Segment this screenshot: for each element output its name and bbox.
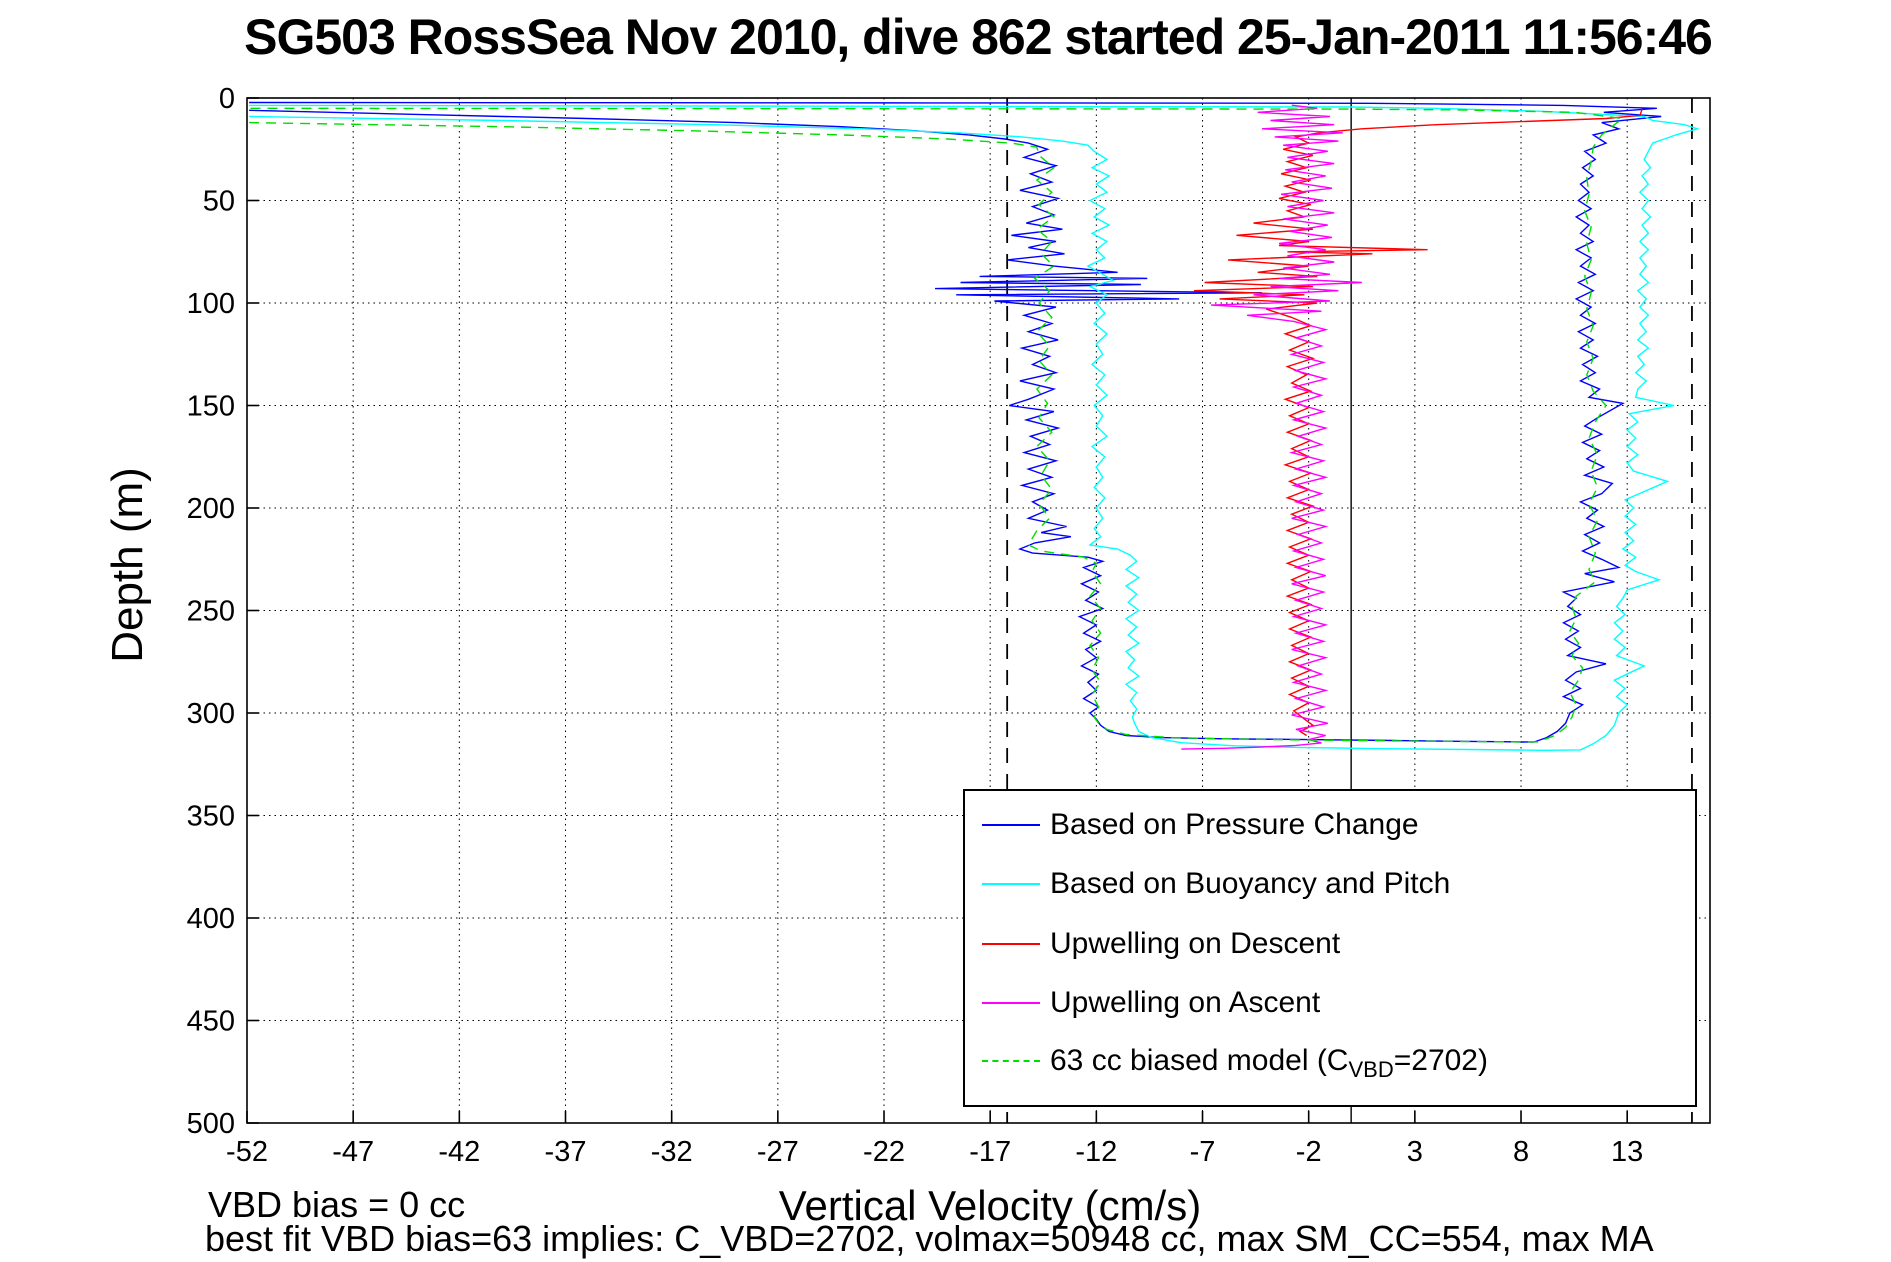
legend-label: Upwelling on Descent (1050, 927, 1341, 960)
x-tick-label: -32 (651, 1136, 693, 1168)
y-tick-label: 300 (187, 698, 235, 730)
legend-entry-0: Based on Pressure Change (965, 805, 1695, 845)
legend-label: 63 cc biased model (CVBD=2702) (1050, 1044, 1488, 1082)
x-tick-label: -47 (332, 1136, 374, 1168)
series-3-curve (1181, 104, 1362, 750)
x-axis-label: Vertical Velocity (cm/s) (778, 1182, 1202, 1229)
x-tick-label: -17 (969, 1136, 1011, 1168)
legend-line-sample (982, 1002, 1040, 1004)
y-tick-label: 500 (187, 1108, 235, 1140)
legend-entry-4: 63 cc biased model (CVBD=2702) (965, 1041, 1695, 1082)
series-0-curve (249, 101, 1662, 743)
legend-entry-3: Upwelling on Ascent (965, 983, 1695, 1023)
legend-label: Based on Pressure Change (1050, 808, 1419, 841)
x-tick-label: -22 (863, 1136, 905, 1168)
x-tick-label: -27 (757, 1136, 799, 1168)
y-tick-label: 400 (187, 903, 235, 935)
legend-line-sample (982, 883, 1040, 885)
best-fit-annotation: best fit VBD bias=63 implies: C_VBD=2702… (205, 1218, 1654, 1259)
legend-box: Based on Pressure Change Based on Buoyanc… (963, 789, 1697, 1107)
legend-entry-2: Upwelling on Descent (965, 924, 1695, 964)
series-4-curve (249, 107, 1625, 743)
x-tick-label: -42 (438, 1136, 480, 1168)
x-tick-label: -12 (1075, 1136, 1117, 1168)
y-tick-label: 150 (187, 391, 235, 423)
legend-line-sample (982, 824, 1040, 826)
x-tick-label: 13 (1611, 1136, 1643, 1168)
legend-line-sample (982, 943, 1040, 945)
legend-line-sample (982, 1060, 1040, 1062)
series-2-curve (1193, 109, 1643, 737)
y-tick-label: 250 (187, 596, 235, 628)
legend-entry-1: Based on Buoyancy and Pitch (965, 864, 1695, 904)
x-tick-label: -52 (226, 1136, 268, 1168)
y-tick-label: 0 (219, 83, 235, 115)
y-tick-label: 200 (187, 493, 235, 525)
y-tick-label: 350 (187, 801, 235, 833)
vbd-bias-annotation: VBD bias = 0 cc (208, 1184, 466, 1225)
y-axis-label: Depth (m) (103, 467, 152, 663)
y-tick-label: 450 (187, 1006, 235, 1038)
y-tick-label: 50 (203, 186, 235, 218)
x-tick-label: -37 (545, 1136, 587, 1168)
x-tick-label: 3 (1407, 1136, 1423, 1168)
x-tick-label: -7 (1190, 1136, 1216, 1168)
x-tick-label: -2 (1296, 1136, 1322, 1168)
axis-ticks (246, 97, 1628, 1124)
legend-label: Based on Buoyancy and Pitch (1050, 867, 1451, 900)
y-tick-label: 100 (187, 288, 235, 320)
tick-labels: -52 -47 -42 -37 -32 -27 -22 -17 -12 -7 -2 3 8 13 0 50 10… (187, 83, 1644, 1168)
x-tick-label: 8 (1513, 1136, 1529, 1168)
legend-label: Upwelling on Ascent (1050, 986, 1321, 1019)
series-1-curve (249, 104, 1700, 752)
chart-title: SG503 RossSea Nov 2010, dive 862 started… (244, 9, 1713, 65)
